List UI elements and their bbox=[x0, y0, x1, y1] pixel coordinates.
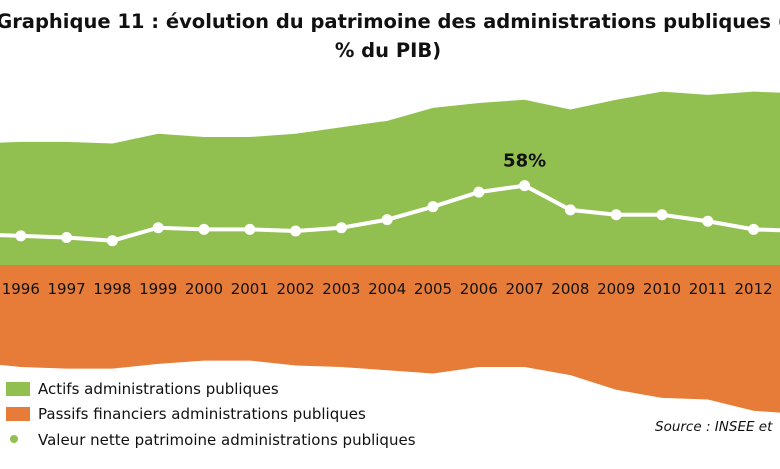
net-worth-dot bbox=[10, 435, 18, 443]
net-worth-point-2012 bbox=[748, 223, 760, 235]
chart-title-line-1: Graphique 11 : évolution du patrimoine d… bbox=[0, 10, 780, 33]
net-worth-point-1999 bbox=[152, 222, 164, 234]
source-note: Source : INSEE et bbox=[655, 419, 773, 435]
x-tick-2002: 2002 bbox=[277, 280, 315, 298]
x-tick-2006: 2006 bbox=[460, 280, 498, 298]
net-worth-points bbox=[15, 180, 760, 247]
x-tick-2008: 2008 bbox=[551, 280, 589, 298]
net-worth-point-2001 bbox=[244, 223, 256, 235]
x-tick-2000: 2000 bbox=[185, 280, 223, 298]
x-tick-1996: 1996 bbox=[2, 280, 40, 298]
legend-label-net-worth: Valeur nette patrimoine administrations … bbox=[38, 431, 416, 449]
assets-area bbox=[0, 91, 780, 265]
x-tick-2011: 2011 bbox=[689, 280, 727, 298]
assets-swatch bbox=[6, 382, 30, 396]
x-tick-1999: 1999 bbox=[139, 280, 177, 298]
net-worth-point-2005 bbox=[427, 201, 439, 213]
net-worth-point-2008 bbox=[564, 204, 576, 216]
legend-label-assets: Actifs administrations publiques bbox=[38, 380, 279, 398]
net-worth-point-2006 bbox=[473, 186, 485, 198]
net-worth-point-2000 bbox=[198, 223, 210, 235]
net-worth-point-1997 bbox=[61, 231, 73, 243]
liabilities-swatch bbox=[6, 407, 30, 421]
chart-title-line-2: % du PIB) bbox=[335, 39, 441, 62]
net-worth-point-2003 bbox=[335, 222, 347, 234]
legend-label-liabilities: Passifs financiers administrations publi… bbox=[38, 405, 366, 423]
x-tick-2005: 2005 bbox=[414, 280, 452, 298]
peak-annotation: 58% bbox=[503, 151, 546, 172]
net-worth-point-2010 bbox=[656, 209, 668, 221]
x-tick-2010: 2010 bbox=[643, 280, 681, 298]
x-tick-labels: 1995199619971998199920002001200220032004… bbox=[2, 280, 773, 298]
x-tick-2001: 2001 bbox=[231, 280, 269, 298]
x-tick-2004: 2004 bbox=[368, 280, 406, 298]
net-worth-point-2002 bbox=[290, 225, 302, 237]
x-tick-1998: 1998 bbox=[93, 280, 131, 298]
net-worth-point-2011 bbox=[702, 215, 714, 227]
x-tick-2007: 2007 bbox=[506, 280, 544, 298]
x-tick-2012: 2012 bbox=[735, 280, 773, 298]
net-worth-point-2007 bbox=[519, 180, 531, 192]
net-worth-point-2004 bbox=[381, 214, 393, 226]
x-tick-2009: 2009 bbox=[597, 280, 635, 298]
net-worth-point-1998 bbox=[106, 235, 118, 247]
liabilities-area bbox=[0, 265, 780, 413]
x-tick-2003: 2003 bbox=[322, 280, 360, 298]
x-tick-1997: 1997 bbox=[48, 280, 86, 298]
net-worth-point-1996 bbox=[15, 230, 27, 242]
net-worth-point-2009 bbox=[610, 209, 622, 221]
